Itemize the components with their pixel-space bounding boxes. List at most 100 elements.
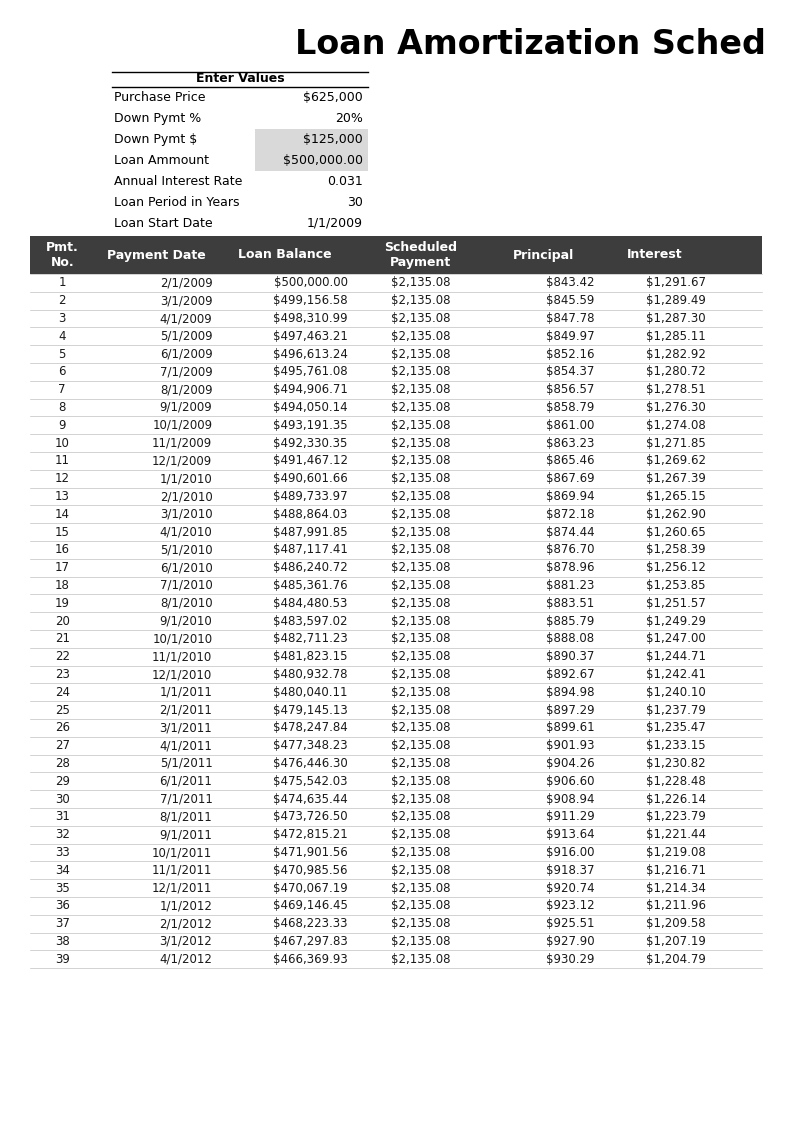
Text: Loan Amortization Sched: Loan Amortization Sched (295, 27, 766, 61)
Text: $2,135.08: $2,135.08 (391, 312, 450, 325)
Text: $852.16: $852.16 (546, 347, 595, 361)
Text: $491,467.12: $491,467.12 (273, 454, 347, 468)
Text: $493,191.35: $493,191.35 (273, 419, 347, 432)
Text: $2,135.08: $2,135.08 (391, 383, 450, 396)
Text: $499,156.58: $499,156.58 (273, 294, 347, 307)
Text: $2,135.08: $2,135.08 (391, 953, 450, 966)
Text: $483,597.02: $483,597.02 (273, 615, 347, 627)
Text: $1,240.10: $1,240.10 (646, 686, 706, 699)
Text: $854.37: $854.37 (546, 365, 595, 379)
Text: $480,040.11: $480,040.11 (273, 686, 347, 699)
Text: $878.96: $878.96 (546, 561, 595, 574)
Text: $858.79: $858.79 (546, 401, 595, 414)
Text: Loan Start Date: Loan Start Date (114, 217, 212, 230)
Text: $1,274.08: $1,274.08 (646, 419, 706, 432)
Text: 1: 1 (59, 277, 66, 289)
Text: $471,901.56: $471,901.56 (273, 846, 347, 859)
Text: $1,230.82: $1,230.82 (646, 756, 706, 770)
Text: 24: 24 (55, 686, 70, 699)
Text: $1,223.79: $1,223.79 (646, 810, 706, 824)
Text: 33: 33 (55, 846, 70, 859)
Text: $484,480.53: $484,480.53 (273, 597, 347, 610)
Text: $1,242.41: $1,242.41 (646, 668, 706, 681)
Text: $2,135.08: $2,135.08 (391, 615, 450, 627)
Text: 5/1/2009: 5/1/2009 (160, 329, 212, 343)
Text: $1,209.58: $1,209.58 (646, 917, 706, 931)
Text: Payment Date: Payment Date (107, 248, 205, 262)
Text: $2,135.08: $2,135.08 (391, 881, 450, 895)
Text: $1,265.15: $1,265.15 (646, 490, 706, 504)
Text: 19: 19 (55, 597, 70, 610)
Text: 3/1/2009: 3/1/2009 (160, 294, 212, 307)
Text: $2,135.08: $2,135.08 (391, 597, 450, 610)
Text: 15: 15 (55, 526, 70, 538)
Text: 9/1/2010: 9/1/2010 (160, 615, 212, 627)
Text: Enter Values: Enter Values (196, 72, 285, 85)
Text: $2,135.08: $2,135.08 (391, 722, 450, 734)
Text: $469,146.45: $469,146.45 (273, 899, 347, 913)
Text: $2,135.08: $2,135.08 (391, 454, 450, 468)
Text: 37: 37 (55, 917, 70, 931)
Text: 4/1/2011: 4/1/2011 (160, 740, 212, 752)
Text: 7/1/2011: 7/1/2011 (160, 792, 212, 806)
Text: $1,256.12: $1,256.12 (646, 561, 706, 574)
Text: $901.93: $901.93 (546, 740, 595, 752)
Text: 20%: 20% (335, 112, 363, 125)
Text: 12/1/2009: 12/1/2009 (152, 454, 212, 468)
Text: $1,211.96: $1,211.96 (646, 899, 706, 913)
Bar (255, 149, 368, 171)
Text: 30: 30 (347, 196, 363, 209)
Text: 12/1/2011: 12/1/2011 (152, 881, 212, 895)
Text: $467,297.83: $467,297.83 (273, 935, 347, 948)
Text: $497,463.21: $497,463.21 (273, 329, 347, 343)
Text: Loan Period in Years: Loan Period in Years (114, 196, 239, 209)
Text: 18: 18 (55, 579, 70, 592)
Text: 8/1/2011: 8/1/2011 (160, 810, 212, 824)
Text: 8: 8 (59, 401, 66, 414)
Text: Down Pymt $: Down Pymt $ (114, 133, 197, 146)
Text: $2,135.08: $2,135.08 (391, 490, 450, 504)
Text: 8/1/2010: 8/1/2010 (160, 597, 212, 610)
Text: $920.74: $920.74 (546, 881, 595, 895)
Text: $1,228.48: $1,228.48 (646, 774, 706, 788)
Bar (255, 129, 368, 149)
Text: $1,249.29: $1,249.29 (646, 615, 706, 627)
Text: $2,135.08: $2,135.08 (391, 294, 450, 307)
Text: $2,135.08: $2,135.08 (391, 508, 450, 520)
Text: $482,711.23: $482,711.23 (273, 633, 347, 645)
Text: $885.79: $885.79 (546, 615, 595, 627)
Text: $1,260.65: $1,260.65 (646, 526, 706, 538)
Text: $473,726.50: $473,726.50 (273, 810, 347, 824)
Text: 4/1/2012: 4/1/2012 (160, 953, 212, 966)
Text: $2,135.08: $2,135.08 (391, 419, 450, 432)
Text: $1,233.15: $1,233.15 (646, 740, 706, 752)
Text: 6/1/2010: 6/1/2010 (160, 561, 212, 574)
Text: $477,348.23: $477,348.23 (273, 740, 347, 752)
Text: $2,135.08: $2,135.08 (391, 810, 450, 824)
Text: 36: 36 (55, 899, 70, 913)
Text: $1,216.71: $1,216.71 (646, 864, 706, 877)
Text: $911.29: $911.29 (545, 810, 595, 824)
Text: 5/1/2010: 5/1/2010 (160, 543, 212, 556)
Text: $876.70: $876.70 (546, 543, 595, 556)
Text: $845.59: $845.59 (546, 294, 595, 307)
Text: $897.29: $897.29 (546, 704, 595, 717)
Text: $908.94: $908.94 (546, 792, 595, 806)
Text: 4/1/2010: 4/1/2010 (160, 526, 212, 538)
Text: $481,823.15: $481,823.15 (273, 650, 347, 663)
Text: $2,135.08: $2,135.08 (391, 561, 450, 574)
Text: 22: 22 (55, 650, 70, 663)
Text: $890.37: $890.37 (546, 650, 595, 663)
Text: 14: 14 (55, 508, 70, 520)
Text: 38: 38 (55, 935, 70, 948)
Text: $883.51: $883.51 (546, 597, 595, 610)
Text: Purchase Price: Purchase Price (114, 91, 205, 105)
Text: 4: 4 (59, 329, 66, 343)
Text: 1/1/2012: 1/1/2012 (160, 899, 212, 913)
Text: 35: 35 (55, 881, 70, 895)
Text: $1,287.30: $1,287.30 (646, 312, 706, 325)
Text: 6: 6 (59, 365, 66, 379)
Text: $625,000: $625,000 (303, 91, 363, 105)
Text: $2,135.08: $2,135.08 (391, 864, 450, 877)
Text: 10: 10 (55, 436, 70, 450)
